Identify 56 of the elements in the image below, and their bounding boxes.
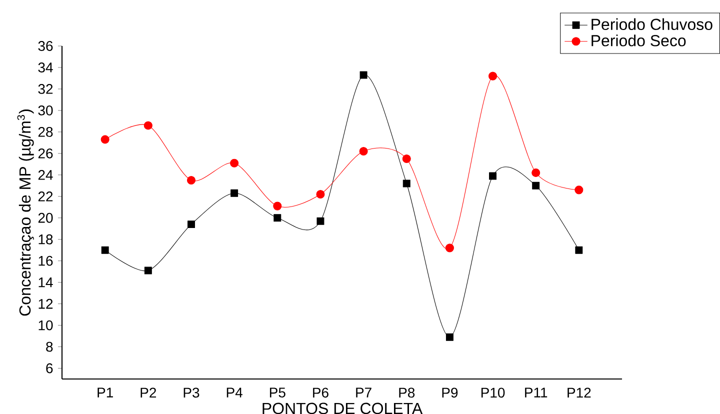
x-tick-label: P1	[98, 388, 113, 398]
point	[230, 189, 238, 197]
point	[532, 182, 540, 190]
point	[446, 333, 454, 341]
point	[402, 154, 411, 164]
point	[575, 246, 583, 254]
point	[574, 186, 584, 194]
point	[144, 266, 152, 274]
x-tick-label: P3	[184, 388, 200, 398]
y-tick-label: 6	[46, 363, 53, 374]
y-tick-label: 36	[38, 41, 53, 51]
point	[360, 71, 368, 79]
legend-label: Periodo Chuvoso	[592, 18, 712, 30]
y-tick-label: 8	[46, 342, 53, 352]
y-tick-label: 20	[38, 212, 53, 223]
y-tick-label: 34	[38, 62, 53, 72]
x-tick-label: P11	[525, 388, 548, 398]
point	[445, 244, 454, 252]
y-tick-label: 28	[38, 126, 53, 137]
y-tick-label: 26	[38, 148, 53, 158]
y-tick-label: 16	[38, 256, 53, 266]
y-tick-label: 10	[38, 320, 53, 330]
x-tick-label: P6	[313, 388, 328, 398]
point	[402, 180, 410, 188]
point	[488, 72, 498, 80]
x-tick-label: P2	[140, 388, 156, 398]
x-tick-label: P10	[481, 388, 505, 398]
point	[100, 135, 110, 144]
y-tick-label: 14	[38, 278, 53, 288]
point	[274, 214, 282, 222]
x-tick-label: P8	[399, 388, 415, 398]
y-tick-label: 30	[38, 106, 53, 116]
point	[359, 147, 368, 156]
y-tick-label: 12	[38, 298, 53, 309]
x-axis-title: PONTOS DE COLETA	[262, 402, 423, 414]
y-tick-label: 22	[38, 192, 53, 202]
y-tick-label: 32	[38, 84, 53, 94]
point	[273, 202, 282, 210]
point	[532, 168, 540, 178]
point	[316, 217, 324, 225]
point	[230, 158, 239, 168]
x-tick-label: P4	[226, 388, 242, 398]
y-axis-title: Concentraçao de MP (µg/m$^{3}$)	[17, 110, 34, 316]
y-tick-label: 24	[38, 170, 53, 180]
point	[101, 246, 109, 254]
point	[186, 176, 196, 185]
legend-label: Periodo Seco	[592, 34, 686, 46]
point	[489, 172, 497, 180]
x-tick-label: P12	[568, 388, 591, 398]
point	[187, 220, 195, 228]
point	[316, 190, 325, 199]
x-tick-label: P7	[356, 388, 372, 398]
x-tick-label: P5	[270, 388, 286, 398]
y-tick-label: 18	[38, 234, 53, 244]
point	[144, 121, 152, 130]
x-tick-label: P9	[442, 388, 458, 398]
